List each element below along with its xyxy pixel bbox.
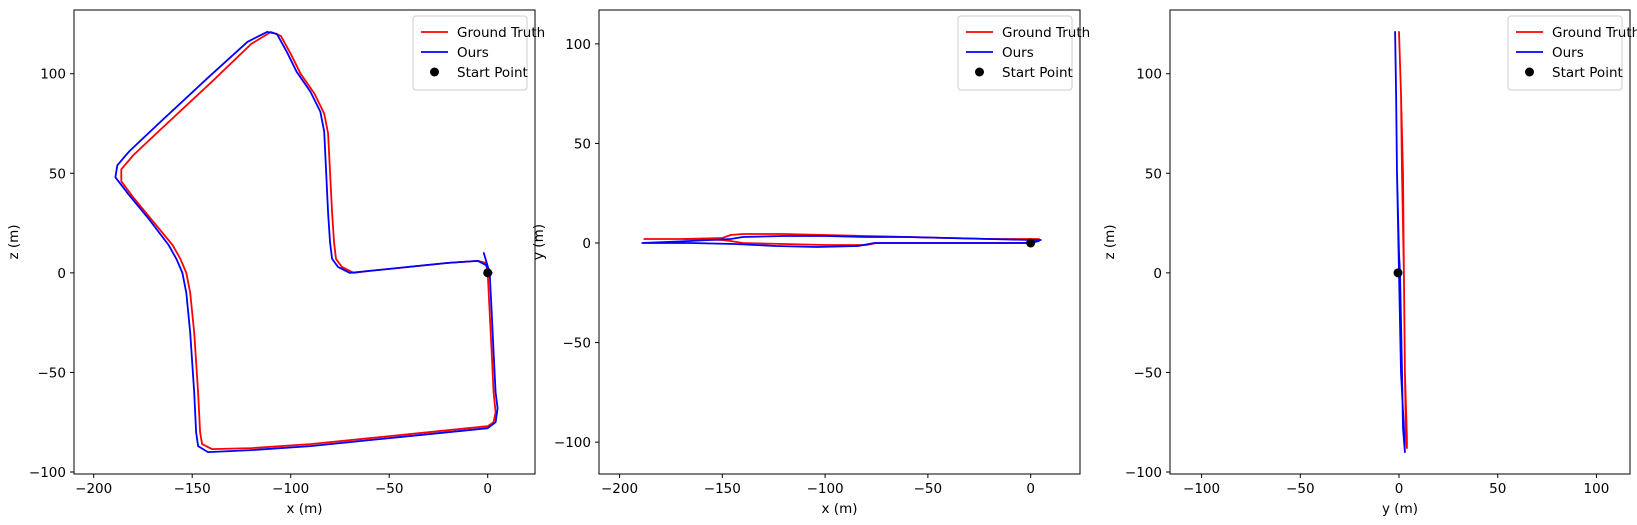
y-tick-label: −100 [554, 435, 591, 451]
legend: Ground Truth Ours Start Point [1507, 15, 1637, 91]
legend-label: Ground Truth [1552, 25, 1637, 41]
legend-box [1507, 15, 1623, 91]
y-tick-label: 0 [1153, 266, 1162, 282]
legend-label: Ours [1552, 45, 1584, 61]
x-tick-label: −200 [75, 481, 112, 497]
legend-label: Start Point [1002, 65, 1073, 81]
legend-label: Start Point [457, 65, 528, 81]
y-tick-label: 50 [1145, 166, 1162, 182]
y-tick-label: −100 [1125, 465, 1162, 481]
x-tick-label: −200 [601, 481, 638, 497]
legend-marker [975, 67, 984, 77]
x-axis-label: x (m) [287, 501, 323, 517]
series-line-ours [641, 235, 1042, 248]
x-tick-label: 0 [483, 481, 492, 497]
y-tick-label: 0 [57, 266, 66, 282]
legend-box [957, 15, 1073, 91]
x-tick-label: 100 [1584, 481, 1610, 497]
series-line-ours [1394, 31, 1406, 453]
start-point-marker [483, 268, 493, 278]
legend-label: Ground Truth [457, 25, 545, 41]
x-axis-label: x (m) [822, 501, 858, 517]
legend-box [412, 15, 528, 91]
start-point-marker [1026, 238, 1036, 248]
x-tick-label: −100 [1183, 481, 1220, 497]
legend-marker [430, 67, 439, 77]
series-line-ours [114, 31, 499, 453]
legend: Ground Truth Ours Start Point [957, 15, 1090, 91]
axes-frame [73, 9, 536, 475]
x-tick-label: 50 [1489, 481, 1506, 497]
y-tick-label: 50 [574, 136, 591, 152]
y-axis-label: y (m) [531, 224, 547, 260]
y-tick-label: −50 [38, 365, 67, 381]
x-tick-label: −50 [1286, 481, 1315, 497]
y-tick-label: −50 [1134, 365, 1163, 381]
legend: Ground Truth Ours Start Point [412, 15, 545, 91]
legend-label: Start Point [1552, 65, 1623, 81]
y-tick-label: 100 [1136, 67, 1162, 83]
x-axis-label: y (m) [1382, 501, 1418, 517]
y-axis-label: z (m) [1102, 224, 1118, 259]
legend-label: Ours [1002, 45, 1034, 61]
x-tick-label: −150 [704, 481, 741, 497]
chart-panel-1: −200 −150 −100 −50 0 −100 −50 0 50 100 x (m) z (m) G… [6, 9, 545, 517]
y-tick-label: −100 [29, 465, 66, 481]
chart-panel-3: −100 −50 0 50 100 −100 −50 0 50 100 y (m) z (m) Grou… [1102, 9, 1637, 517]
x-tick-label: 0 [1395, 481, 1404, 497]
x-tick-label: −50 [375, 481, 404, 497]
chart-panel-2: −200 −150 −100 −50 0 −100 −50 0 50 100 x (m) y (m) G… [531, 9, 1090, 517]
axes-frame [598, 9, 1081, 475]
x-tick-label: 0 [1026, 481, 1035, 497]
y-axis-label: z (m) [6, 224, 22, 259]
legend-label: Ours [457, 45, 489, 61]
y-tick-label: 0 [582, 236, 591, 252]
y-tick-label: −50 [563, 336, 592, 352]
axes-frame [1169, 9, 1631, 475]
x-tick-label: −150 [174, 481, 211, 497]
x-tick-label: −100 [272, 481, 309, 497]
series-line-ground-truth [1398, 31, 1408, 449]
x-tick-label: −100 [807, 481, 844, 497]
series-line-ground-truth [120, 31, 497, 450]
legend-label: Ground Truth [1002, 25, 1090, 41]
x-tick-label: −50 [914, 481, 943, 497]
y-tick-label: 100 [40, 67, 66, 83]
legend-marker [1525, 67, 1534, 77]
y-tick-label: 100 [565, 37, 591, 53]
y-tick-label: 50 [49, 166, 66, 182]
start-point-marker [1393, 268, 1403, 278]
